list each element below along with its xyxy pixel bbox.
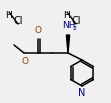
Text: Cl: Cl <box>13 16 23 26</box>
Text: H: H <box>63 11 69 19</box>
Text: O: O <box>22 57 29 66</box>
Text: O: O <box>35 26 42 35</box>
Text: 2: 2 <box>72 26 76 31</box>
Text: H: H <box>5 11 11 19</box>
Text: NH: NH <box>62 21 76 30</box>
Text: N: N <box>78 88 86 98</box>
Polygon shape <box>66 35 70 53</box>
Text: Cl: Cl <box>71 16 81 26</box>
